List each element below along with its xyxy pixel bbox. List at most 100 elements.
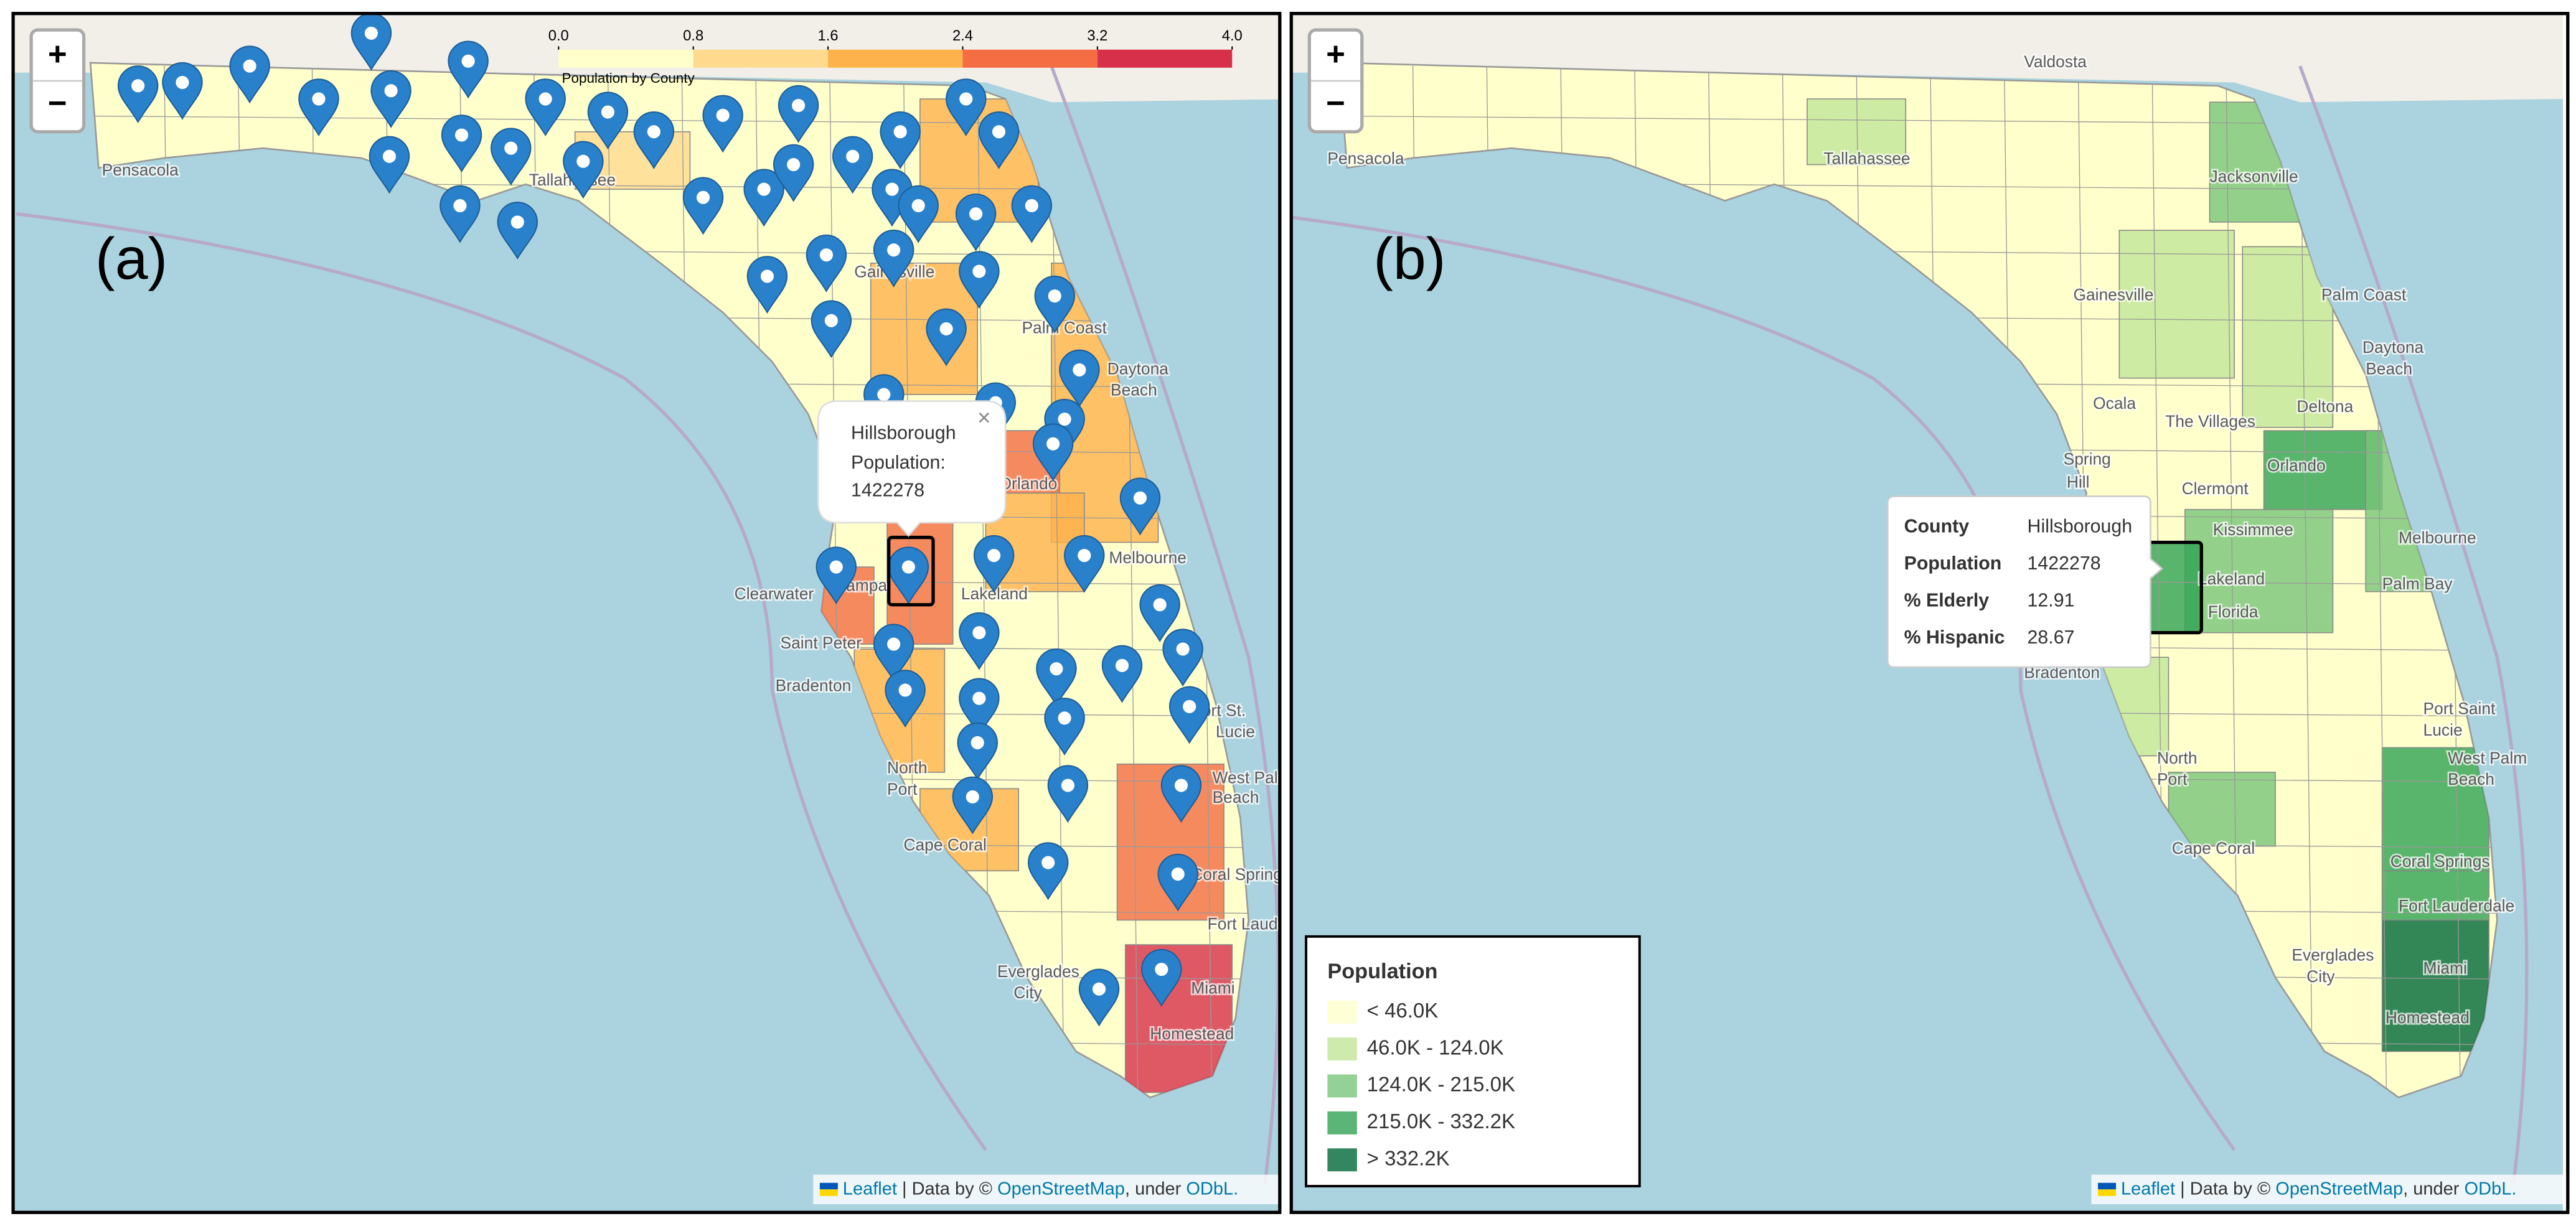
marker-dot[interactable]: [898, 683, 912, 697]
marker-pin[interactable]: [816, 546, 857, 605]
marker-pin[interactable]: [952, 776, 994, 835]
marker-dot[interactable]: [1115, 658, 1129, 672]
marker-dot[interactable]: [1153, 598, 1167, 612]
marker-dot[interactable]: [992, 125, 1006, 139]
marker-dot[interactable]: [877, 388, 891, 401]
marker-pin[interactable]: [1011, 185, 1053, 243]
marker-dot[interactable]: [846, 149, 860, 163]
attribution-link[interactable]: OpenStreetMap: [2275, 1179, 2403, 1199]
marker-pin[interactable]: [959, 678, 1000, 736]
marker-pin[interactable]: [1168, 686, 1210, 744]
marker-dot[interactable]: [959, 92, 973, 106]
marker-dot[interactable]: [1048, 289, 1061, 303]
marker[interactable]: [816, 546, 857, 605]
zoom-in-button[interactable]: +: [1326, 35, 1345, 72]
marker[interactable]: [587, 91, 629, 150]
marker-dot[interactable]: [885, 182, 899, 196]
marker-pin[interactable]: [957, 722, 998, 780]
marker-dot[interactable]: [760, 269, 774, 283]
marker-dot[interactable]: [969, 207, 983, 221]
marker-pin[interactable]: [880, 111, 921, 169]
marker-dot[interactable]: [1058, 711, 1071, 725]
marker[interactable]: [497, 202, 538, 260]
marker[interactable]: [811, 300, 852, 358]
marker-dot[interactable]: [1092, 982, 1106, 996]
marker-dot[interactable]: [1046, 437, 1060, 451]
marker-pin[interactable]: [491, 128, 532, 186]
marker-pin[interactable]: [811, 300, 852, 358]
marker-pin[interactable]: [888, 546, 929, 605]
marker[interactable]: [1044, 698, 1085, 756]
marker[interactable]: [633, 111, 675, 169]
marker[interactable]: [959, 251, 1000, 309]
popup-close[interactable]: ×: [977, 405, 991, 430]
marker-dot[interactable]: [972, 264, 986, 278]
marker-pin[interactable]: [743, 169, 784, 227]
marker-pin[interactable]: [773, 144, 814, 202]
marker-pin[interactable]: [873, 624, 914, 682]
marker-dot[interactable]: [696, 190, 710, 204]
marker-pin[interactable]: [1078, 968, 1120, 1027]
marker-dot[interactable]: [1061, 779, 1074, 792]
marker-dot[interactable]: [1133, 491, 1147, 505]
marker[interactable]: [1157, 853, 1198, 912]
marker-pin[interactable]: [1160, 765, 1202, 823]
marker-pin[interactable]: [1141, 948, 1182, 1007]
marker-pin[interactable]: [1027, 842, 1069, 901]
marker[interactable]: [1027, 842, 1069, 901]
marker-dot[interactable]: [792, 98, 806, 113]
marker-pin[interactable]: [946, 78, 987, 137]
marker-dot[interactable]: [829, 560, 843, 574]
marker-dot[interactable]: [987, 549, 1001, 563]
marker[interactable]: [946, 78, 987, 137]
marker-dot[interactable]: [1155, 963, 1168, 976]
marker[interactable]: [743, 169, 784, 227]
marker-dot[interactable]: [455, 128, 469, 142]
marker-dot[interactable]: [1078, 549, 1091, 563]
marker[interactable]: [746, 256, 788, 314]
marker[interactable]: [162, 62, 203, 120]
marker-pin[interactable]: [1139, 584, 1180, 642]
marker-pin[interactable]: [1157, 853, 1198, 912]
marker-dot[interactable]: [176, 75, 189, 90]
marker-dot[interactable]: [1073, 363, 1086, 377]
marker-pin[interactable]: [1036, 648, 1077, 706]
marker-pin[interactable]: [1032, 423, 1074, 482]
marker[interactable]: [955, 193, 997, 251]
marker-dot[interactable]: [312, 92, 326, 106]
marker[interactable]: [1047, 765, 1089, 823]
marker[interactable]: [1141, 948, 1182, 1007]
marker[interactable]: [888, 546, 929, 605]
marker-dot[interactable]: [757, 182, 771, 196]
marker-pin[interactable]: [370, 70, 411, 128]
attribution-link[interactable]: ODbL.: [1186, 1179, 1238, 1199]
marker-dot[interactable]: [647, 125, 660, 139]
marker-dot[interactable]: [966, 790, 979, 804]
marker[interactable]: [491, 128, 532, 186]
marker[interactable]: [898, 185, 939, 243]
attribution-link[interactable]: Leaflet: [2121, 1179, 2175, 1199]
marker-pin[interactable]: [955, 193, 997, 251]
marker[interactable]: [1119, 477, 1161, 536]
marker[interactable]: [959, 612, 1000, 670]
marker[interactable]: [1036, 648, 1077, 706]
marker-dot[interactable]: [384, 84, 398, 98]
marker-pin[interactable]: [350, 14, 392, 71]
marker-pin[interactable]: [1034, 275, 1075, 334]
marker-pin[interactable]: [369, 136, 410, 194]
marker-dot[interactable]: [824, 314, 838, 327]
marker[interactable]: [1032, 423, 1074, 482]
marker[interactable]: [298, 78, 339, 137]
marker-dot[interactable]: [243, 59, 256, 73]
marker-pin[interactable]: [926, 308, 967, 367]
marker[interactable]: [441, 115, 482, 173]
marker-dot[interactable]: [887, 243, 901, 257]
marker[interactable]: [1064, 535, 1105, 593]
marker[interactable]: [806, 234, 847, 292]
marker-dot[interactable]: [1050, 662, 1063, 676]
marker[interactable]: [370, 70, 411, 128]
marker-pin[interactable]: [973, 535, 1015, 593]
zoom-in-button[interactable]: +: [48, 35, 67, 72]
marker-pin[interactable]: [563, 141, 604, 199]
marker-pin[interactable]: [1044, 698, 1085, 756]
